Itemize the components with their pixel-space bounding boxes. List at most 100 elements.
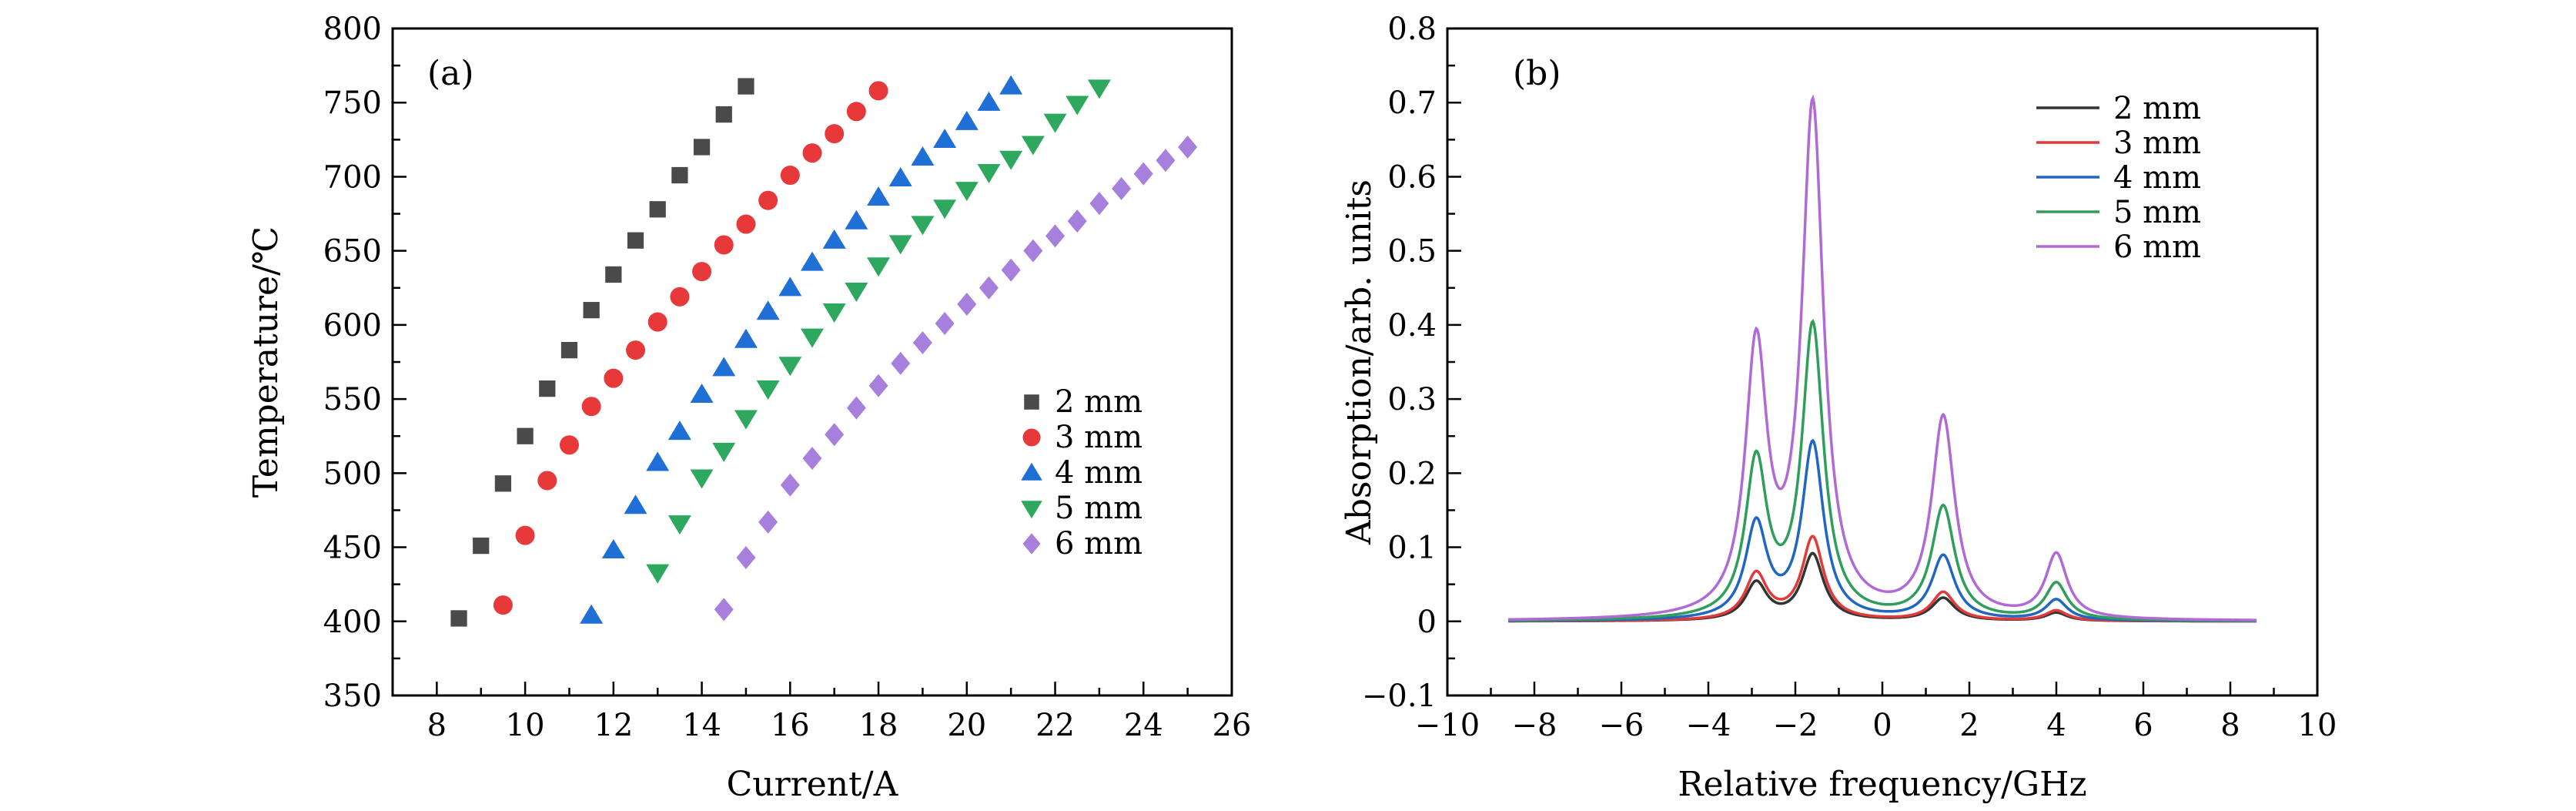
data-point	[649, 201, 666, 218]
legend-marker	[1021, 462, 1042, 481]
data-point	[712, 442, 736, 462]
panel-b-x-axis-label: Relative frequency/GHz	[1678, 765, 2086, 804]
data-point	[1001, 258, 1021, 282]
y-tick-label: 0	[1417, 605, 1437, 640]
data-point	[1045, 224, 1066, 248]
panel-b-legend: 2 mm3 mm4 mm5 mm6 mm	[2036, 91, 2201, 265]
y-tick-label: 500	[323, 456, 382, 491]
panel-a-x-axis-label: Current/A	[727, 765, 899, 804]
x-tick-label: 8	[2220, 708, 2240, 743]
data-point	[601, 539, 625, 559]
y-tick-label: 650	[323, 234, 382, 270]
x-tick-label: −8	[1512, 708, 1557, 743]
legend-marker	[1022, 428, 1041, 447]
data-point	[712, 357, 736, 377]
data-point	[780, 166, 800, 186]
data-point	[780, 473, 800, 497]
data-point	[605, 266, 622, 283]
panel-b-absorption-spectrum: −10 −8 −6 −4 −2 0 2 4 6 8 10 −0.1 0 0.1 0.2 0.3 0.4 0.5 0.…	[1340, 12, 2337, 804]
y-tick-label: 350	[323, 679, 382, 714]
legend-label: 3 mm	[1055, 420, 1142, 455]
legend-label: 3 mm	[2113, 126, 2201, 161]
panel-a-data-points	[450, 75, 1198, 627]
data-point	[977, 91, 1001, 111]
data-point	[825, 124, 845, 144]
y-tick-label: 0.8	[1387, 12, 1437, 47]
panel-a-tag: (a)	[427, 54, 474, 93]
data-point	[693, 139, 711, 156]
data-point	[1021, 136, 1045, 156]
panel-a-legend: 2 mm3 mm4 mm5 mm6 mm	[1021, 384, 1142, 561]
x-tick-label: 0	[1872, 708, 1892, 743]
x-tick-label: 20	[947, 708, 986, 743]
legend-marker	[1024, 394, 1039, 410]
data-point	[867, 186, 891, 206]
data-point	[999, 75, 1023, 95]
data-point	[736, 546, 756, 570]
series-5-mm	[646, 79, 1111, 584]
data-point	[933, 128, 957, 148]
series-line-3-mm	[1508, 535, 2257, 623]
data-point	[822, 229, 846, 249]
x-tick-label: 10	[506, 708, 545, 743]
series-6-mm	[714, 135, 1198, 622]
data-point	[822, 303, 846, 323]
legend-marker	[1021, 501, 1042, 519]
data-point	[736, 214, 756, 234]
y-tick-label: 0.5	[1387, 234, 1437, 270]
y-tick-label: −0.1	[1362, 679, 1437, 714]
legend-label: 2 mm	[1055, 384, 1142, 420]
data-point	[801, 328, 824, 348]
data-point	[868, 374, 888, 397]
data-point	[802, 143, 822, 163]
y-tick-label: 450	[323, 531, 382, 566]
x-tick-label: 8	[427, 708, 447, 743]
data-point	[1089, 192, 1109, 216]
series-line-5-mm	[1508, 318, 2257, 622]
panel-b-ticks: −10 −8 −6 −4 −2 0 2 4 6 8 10 −0.1 0 0.1 0.2 0.3 0.4 0.5 0.…	[1362, 12, 2337, 743]
series-3-mm	[493, 81, 888, 615]
data-point	[714, 598, 734, 622]
panel-b-tag: (b)	[1513, 54, 1561, 93]
data-point	[667, 421, 691, 441]
legend-label: 6 mm	[2113, 230, 2201, 265]
data-point	[690, 383, 714, 403]
data-point	[1043, 113, 1067, 133]
x-tick-label: −10	[1415, 708, 1480, 743]
data-point	[473, 538, 490, 555]
data-point	[690, 469, 714, 489]
y-tick-label: 800	[323, 12, 382, 47]
data-point	[450, 610, 467, 627]
data-point	[734, 410, 758, 430]
y-tick-label: 0.6	[1387, 159, 1437, 195]
x-tick-label: −6	[1599, 708, 1644, 743]
data-point	[888, 235, 912, 255]
data-point	[1178, 135, 1198, 159]
y-tick-label: 0.7	[1387, 85, 1437, 121]
data-point	[933, 199, 957, 220]
legend-marker	[1022, 533, 1041, 555]
data-point	[560, 341, 578, 359]
series-line-4-mm	[1508, 438, 2257, 622]
data-point	[581, 397, 601, 417]
data-point	[539, 380, 556, 397]
data-point	[801, 251, 824, 271]
y-tick-label: 0.4	[1387, 308, 1437, 344]
data-point	[911, 216, 935, 236]
x-tick-label: 16	[771, 708, 810, 743]
data-point	[845, 209, 868, 230]
y-tick-label: 0.1	[1387, 531, 1437, 566]
legend-label: 5 mm	[2113, 195, 2201, 230]
data-point	[626, 340, 646, 360]
data-point	[911, 146, 935, 166]
y-tick-label: 0.3	[1387, 382, 1437, 417]
series-4-mm	[580, 75, 1023, 624]
x-tick-label: 26	[1213, 708, 1252, 743]
data-point	[1023, 239, 1043, 263]
x-tick-label: 2	[1959, 708, 1979, 743]
legend-label: 2 mm	[2113, 91, 2201, 126]
data-point	[1066, 96, 1089, 116]
series-2-mm	[450, 78, 754, 627]
legend-label: 4 mm	[2113, 160, 2201, 196]
